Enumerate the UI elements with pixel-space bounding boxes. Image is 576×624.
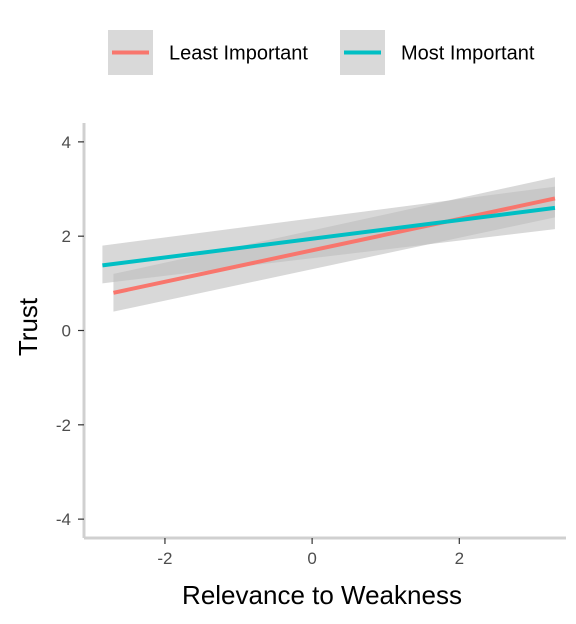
y-tick-label: -2 bbox=[56, 416, 71, 435]
confidence-bands bbox=[102, 177, 555, 312]
y-tick-label: -4 bbox=[56, 510, 71, 529]
x-axis-ticks: -2 0 2 bbox=[157, 538, 464, 568]
y-axis-ticks: -4 -2 0 2 4 bbox=[56, 133, 84, 529]
series-lines bbox=[102, 196, 556, 295]
series-line-1 bbox=[113, 196, 556, 295]
x-axis-title: Relevance to Weakness bbox=[182, 580, 462, 610]
x-tick-label: 0 bbox=[307, 549, 316, 568]
y-tick-label: 4 bbox=[62, 133, 71, 152]
series-line-2 bbox=[102, 205, 556, 268]
legend-label: Least Important bbox=[169, 43, 308, 65]
legend: Least Important Most Important bbox=[108, 30, 535, 75]
y-tick-label: 0 bbox=[62, 322, 71, 341]
y-tick-label: 2 bbox=[62, 227, 71, 246]
x-tick-label: 2 bbox=[455, 549, 464, 568]
x-tick-label: -2 bbox=[157, 549, 172, 568]
y-axis-title: Trust bbox=[13, 297, 43, 356]
legend-label: Most Important bbox=[401, 43, 535, 65]
